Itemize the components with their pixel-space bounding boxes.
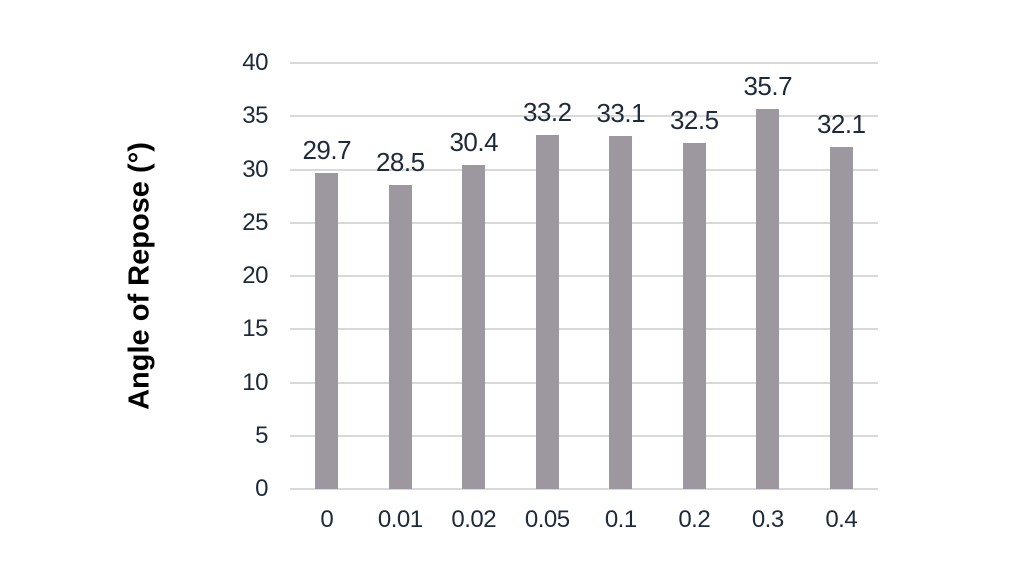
bar-value-label: 35.7 [743, 70, 793, 101]
y-tick-label: 25 [242, 208, 268, 236]
gridline [290, 275, 878, 277]
y-tick-label: 30 [242, 155, 268, 183]
y-tick-label: 40 [242, 49, 268, 76]
x-tick-label: 0.3 [751, 506, 784, 533]
gridline [290, 115, 878, 118]
bar [682, 142, 706, 489]
x-tick-label: 0.01 [377, 506, 423, 533]
gridline [290, 381, 878, 384]
y-tick-label: 5 [255, 421, 268, 449]
y-tick-label: 35 [242, 102, 268, 130]
bar-value-label: 30.4 [449, 127, 499, 158]
gridline [290, 434, 878, 437]
gridline [290, 328, 878, 331]
gridline [290, 62, 878, 64]
gridline [290, 221, 878, 224]
y-tick-label: 10 [242, 368, 268, 396]
gridline [290, 488, 878, 490]
bar-value-label: 29.7 [302, 134, 352, 165]
bar [829, 147, 853, 489]
bar-value-label: 28.5 [375, 147, 425, 178]
gridline [290, 168, 878, 171]
x-tick-label: 0.02 [451, 506, 497, 533]
y-tick-label: 0 [255, 475, 268, 502]
bar [756, 108, 780, 489]
y-tick-label: 15 [242, 315, 268, 343]
y-tick-label: 20 [242, 262, 268, 289]
bar-value-label: 32.1 [816, 109, 866, 140]
bar-value-label: 33.1 [596, 98, 646, 129]
bar-value-label: 33.2 [522, 97, 572, 128]
x-tick-label: 0.1 [604, 506, 637, 533]
x-tick-label: 0.4 [825, 506, 858, 533]
x-tick-label: 0.05 [524, 506, 570, 533]
x-tick-label: 0.2 [678, 506, 711, 533]
bar [315, 172, 339, 489]
bar [609, 136, 633, 489]
bar [535, 135, 559, 489]
bar [462, 165, 486, 489]
bar-value-label: 32.5 [669, 104, 719, 135]
x-tick-label: 0 [320, 506, 334, 533]
bar [388, 185, 412, 489]
